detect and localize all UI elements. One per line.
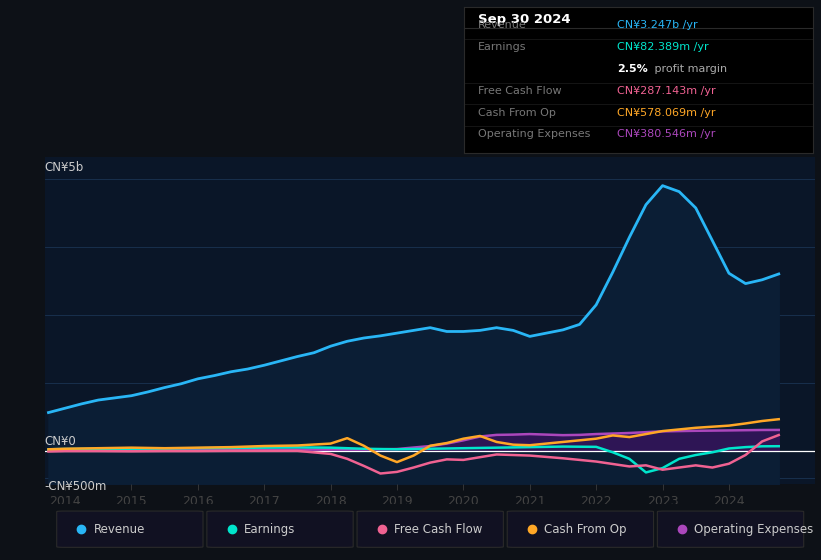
FancyBboxPatch shape bbox=[207, 511, 353, 547]
Text: CN¥82.389m /yr: CN¥82.389m /yr bbox=[617, 42, 709, 52]
Text: Cash From Op: Cash From Op bbox=[544, 522, 626, 536]
FancyBboxPatch shape bbox=[57, 511, 203, 547]
Text: Operating Expenses: Operating Expenses bbox=[695, 522, 814, 536]
Text: profit margin: profit margin bbox=[650, 64, 727, 74]
Text: CN¥5b: CN¥5b bbox=[44, 161, 84, 174]
FancyBboxPatch shape bbox=[658, 511, 804, 547]
Text: CN¥287.143m /yr: CN¥287.143m /yr bbox=[617, 86, 716, 96]
Text: CN¥578.069m /yr: CN¥578.069m /yr bbox=[617, 108, 716, 118]
Text: Free Cash Flow: Free Cash Flow bbox=[394, 522, 483, 536]
Text: CN¥380.546m /yr: CN¥380.546m /yr bbox=[617, 129, 716, 139]
Text: -CN¥500m: -CN¥500m bbox=[44, 479, 107, 492]
Text: CN¥3.247b /yr: CN¥3.247b /yr bbox=[617, 20, 698, 30]
Text: Earnings: Earnings bbox=[244, 522, 296, 536]
FancyBboxPatch shape bbox=[357, 511, 503, 547]
Text: Operating Expenses: Operating Expenses bbox=[478, 129, 590, 139]
Text: Earnings: Earnings bbox=[478, 42, 526, 52]
Text: Revenue: Revenue bbox=[478, 20, 526, 30]
Text: Cash From Op: Cash From Op bbox=[478, 108, 556, 118]
Text: Sep 30 2024: Sep 30 2024 bbox=[478, 13, 571, 26]
Text: CN¥0: CN¥0 bbox=[44, 435, 76, 448]
Text: 2.5%: 2.5% bbox=[617, 64, 648, 74]
Text: Free Cash Flow: Free Cash Flow bbox=[478, 86, 562, 96]
Text: Revenue: Revenue bbox=[94, 522, 145, 536]
FancyBboxPatch shape bbox=[507, 511, 654, 547]
